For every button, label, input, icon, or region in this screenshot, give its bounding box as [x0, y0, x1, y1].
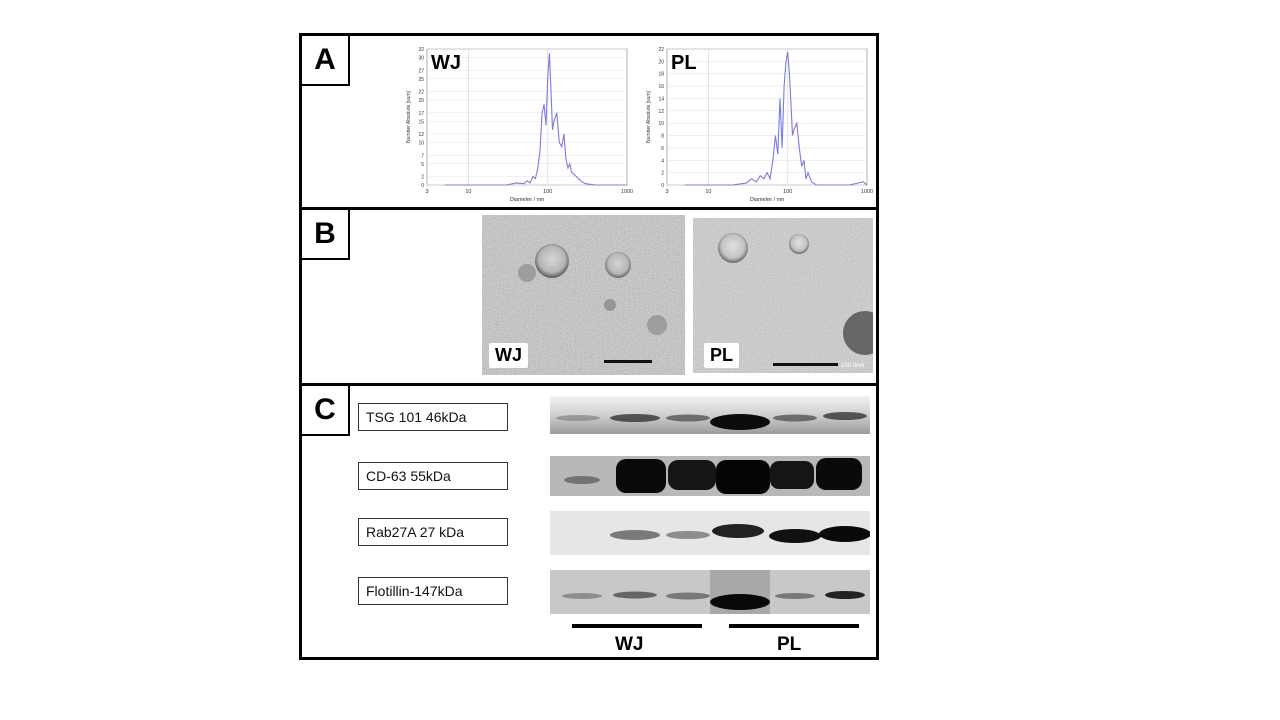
- group-bar-pl: [729, 624, 859, 628]
- western-blot-rab27a: [550, 511, 870, 555]
- panel-c: C TSG 101 46kDa CD-63 55kDa Rab27A 27 kD…: [302, 386, 876, 657]
- y-tick-label: 20: [418, 98, 424, 104]
- x-tick-label: 100: [783, 189, 792, 195]
- x-tick-label: 1000: [861, 189, 873, 195]
- chart-tag: WJ: [431, 52, 461, 74]
- x-tick-label: 3: [665, 189, 668, 195]
- group-label-pl: PL: [777, 634, 802, 655]
- distribution-line: [684, 52, 868, 186]
- y-axis-label: Number Absolute [sum]: [646, 90, 652, 143]
- group-label-wj: WJ: [615, 634, 644, 655]
- y-axis-label: Number Absolute [sum]: [406, 90, 412, 143]
- western-blot-tsg101: [550, 396, 870, 434]
- western-blot-flotillin1: [550, 570, 870, 614]
- tem-tag-pl: PL: [704, 343, 740, 368]
- y-tick-label: 30: [418, 56, 424, 62]
- y-tick-label: 32: [418, 47, 424, 53]
- group-bar-wj: [572, 624, 702, 628]
- panel-b: B WJ: [302, 210, 876, 386]
- tem-tag-wj: WJ: [489, 343, 528, 368]
- panel-a: A 0 2 5 7 10 12 15 17 20 22 25 27 30 32 3 10 100 1000 Diam…: [302, 36, 876, 210]
- y-tick-label: 18: [658, 72, 664, 78]
- y-tick-label: 10: [418, 141, 424, 147]
- y-tick-label: 10: [658, 121, 664, 127]
- panel-a-label: A: [302, 36, 350, 86]
- tem-image-pl: 100 0nm: [693, 218, 873, 373]
- western-blot-cd63: [550, 456, 870, 496]
- x-axis-label: Diameter / nm: [750, 197, 785, 203]
- marker-label-rab27a: Rab27A 27 kDa: [358, 518, 508, 546]
- plot-area: [426, 48, 628, 186]
- y-tick-label: 27: [418, 68, 424, 74]
- y-tick-label: 17: [418, 111, 424, 117]
- y-tick-label: 2: [421, 175, 424, 181]
- plot-area: [666, 48, 868, 186]
- size-distribution-chart-pl: 0 2 4 6 8 10 12 14 16 18 20 22 3 10 100 1000 Diameter / …: [646, 47, 873, 203]
- y-tick-label: 5: [421, 162, 424, 168]
- x-axis-label: Diameter / nm: [510, 197, 545, 203]
- marker-label-tsg101: TSG 101 46kDa: [358, 403, 508, 431]
- y-tick-label: 6: [661, 146, 664, 152]
- x-tick-label: 10: [705, 189, 711, 195]
- y-tick-label: 2: [661, 171, 664, 177]
- chart-tag: PL: [671, 52, 697, 74]
- x-tick-label: 3: [425, 189, 428, 195]
- y-tick-label: 4: [661, 158, 664, 164]
- figure: A 0 2 5 7 10 12 15 17 20 22 25 27 30 32 3 10 100 1000 Diam…: [299, 33, 879, 660]
- y-tick-label: 12: [658, 109, 664, 115]
- distribution-line: [444, 53, 627, 186]
- scale-bar-label: 100 0nm: [841, 363, 864, 369]
- y-tick-label: 12: [418, 132, 424, 138]
- y-tick-label: 22: [418, 90, 424, 96]
- y-tick-label: 0: [421, 183, 424, 189]
- marker-label-flotillin1: Flotillin-147kDa: [358, 577, 508, 605]
- x-tick-label: 1000: [621, 189, 633, 195]
- y-tick-label: 8: [661, 134, 664, 140]
- x-tick-label: 100: [543, 189, 552, 195]
- y-tick-label: 0: [661, 183, 664, 189]
- y-tick-label: 20: [658, 59, 664, 65]
- y-tick-label: 14: [658, 96, 664, 102]
- y-tick-label: 7: [421, 153, 424, 159]
- y-tick-label: 22: [658, 47, 664, 53]
- scale-bar: [773, 363, 838, 366]
- y-tick-label: 25: [418, 77, 424, 83]
- marker-label-cd63: CD-63 55kDa: [358, 462, 508, 490]
- panel-b-label: B: [302, 210, 350, 260]
- y-tick-label: 16: [658, 84, 664, 90]
- scale-bar: [604, 360, 652, 363]
- y-tick-label: 15: [418, 119, 424, 125]
- x-tick-label: 10: [465, 189, 471, 195]
- panel-c-label: C: [302, 386, 350, 436]
